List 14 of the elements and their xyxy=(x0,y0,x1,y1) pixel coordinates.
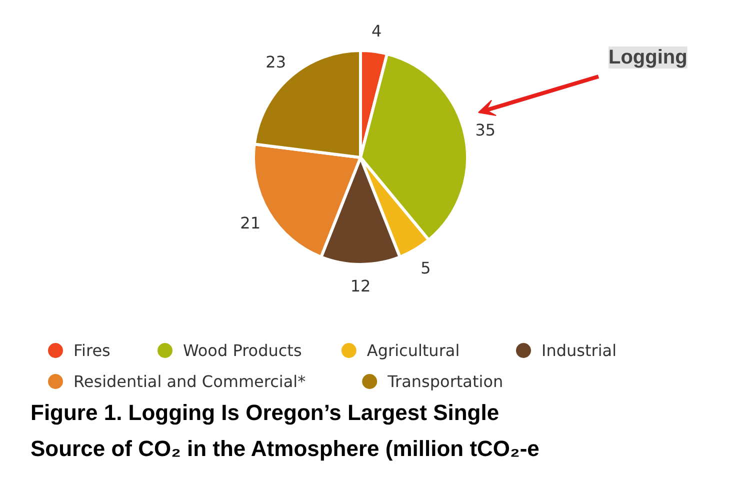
data-label: 23 xyxy=(266,52,286,72)
text: Figure 1. Logging Is Oregon’s Largest Single Source of CO₂ in the Atmosphere (million tCO₂-e xyxy=(30,400,540,461)
legend-label: Transportation xyxy=(386,372,504,391)
data-label: 4 xyxy=(371,22,382,41)
data-label: 21 xyxy=(240,214,261,233)
legend-label: Wood Products xyxy=(183,341,302,360)
legend-label: Fires xyxy=(74,341,110,360)
data-label: 35 xyxy=(475,120,496,140)
legend-label: Industrial xyxy=(542,341,617,360)
data-label: 12 xyxy=(350,276,371,296)
legend-label: Residential and Commercial* xyxy=(74,372,306,391)
text: Logging xyxy=(608,46,688,68)
data-label: 5 xyxy=(420,258,431,278)
legend-label: Agricultural xyxy=(366,341,460,360)
